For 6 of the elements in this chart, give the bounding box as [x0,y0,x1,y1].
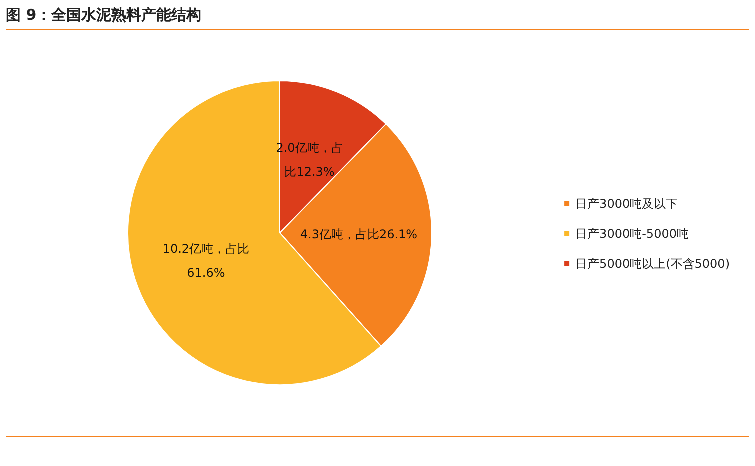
legend-label: 日产5000吨以上(不含5000) [576,257,730,271]
data-label: 10.2亿吨，占比61.6% [162,242,250,280]
legend-label: 日产3000吨-5000吨 [576,227,689,241]
data-label: 4.3亿吨，占比26.1% [300,228,418,242]
chart-title: 图 9：全国水泥熟料产能结构 [6,4,749,30]
legend-label: 日产3000吨及以下 [576,197,678,211]
